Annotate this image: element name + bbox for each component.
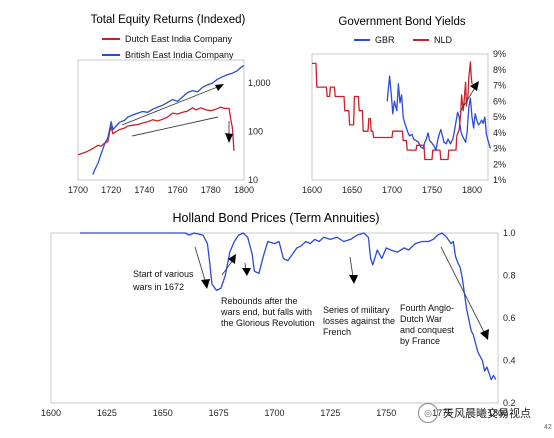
chart2-arrow — [459, 81, 479, 113]
annotation-anglo: Fourth Anglo- Dutch War and conquest by … — [400, 303, 457, 346]
arrow-military-line — [349, 256, 354, 278]
chart2-series-line-gbr — [386, 75, 492, 151]
chart1-xtick-label: 1800 — [234, 185, 254, 195]
chart1-xtick-label: 1740 — [134, 185, 154, 195]
chart2-ytick-label: 9% — [493, 49, 506, 59]
legend-label-british: British East India Company — [125, 50, 234, 60]
arrowhead-upper-icon — [215, 84, 224, 91]
trend-arrow-upper — [121, 85, 221, 126]
wechat-logo-icon: ◎ — [418, 403, 438, 423]
yield-arrow-line — [459, 85, 477, 113]
chart2-title: Government Bond Yields — [338, 16, 465, 28]
arrow-wars-head-icon — [201, 279, 210, 289]
chart3-xtick-label: 1800 — [488, 408, 508, 418]
chart1-legend: Dutch East India Company British East In… — [102, 34, 234, 60]
arrowhead-lower-icon — [225, 133, 233, 143]
chart1-ytick-label: 100 — [248, 127, 263, 137]
arrow-rebound-up-line — [221, 259, 234, 276]
chart2-xtick-label: 1700 — [382, 185, 402, 195]
chart1-xtick-label: 1720 — [101, 185, 121, 195]
chart3-xtick-label: 1700 — [264, 408, 284, 418]
watermark-text: 天风晨曦交易视点 — [443, 408, 531, 420]
legend-label-dutch: Dutch East India Company — [125, 34, 233, 44]
chart3-title: Holland Bond Prices (Term Annuities) — [172, 211, 379, 225]
chart3-arrows — [194, 246, 489, 340]
chart1-ytick-label: 10 — [248, 175, 258, 185]
chart3-xtick-label: 1775 — [432, 408, 452, 418]
chart3-xtick-label: 1650 — [153, 408, 173, 418]
chart2-ytick-label: 2% — [493, 159, 506, 169]
chart3-ytick-label: 0.4 — [503, 356, 516, 366]
chart3-xtick-label: 1725 — [320, 408, 340, 418]
chart3-ytick-label: 0.2 — [503, 398, 516, 408]
chart2-ytick-label: 6% — [493, 96, 506, 106]
chart3-plot: 1600 1625 1650 1675 1700 1725 1750 1775 1800 1.0 0… — [41, 228, 516, 418]
chart2-ytick-label: 1% — [493, 175, 506, 185]
chart1-series-line-dutch-east-india-company — [77, 106, 235, 156]
chart2-legend: GBR NLD — [354, 35, 453, 45]
chart2-ytick-label: 3% — [493, 144, 506, 154]
chart3-xtick-label: 1675 — [209, 408, 229, 418]
watermark: ◎ 天风晨曦交易视点 — [418, 400, 554, 426]
chart3-ytick-label: 1.0 — [503, 228, 516, 238]
chart1-xtick-label: 1780 — [201, 185, 221, 195]
arrow-wars-line — [194, 246, 206, 281]
arrow-military-head-icon — [349, 275, 358, 284]
legend-label-gbr: GBR — [375, 35, 395, 45]
chart3-xtick-label: 1600 — [41, 408, 61, 418]
chart2-xtick-label: 1750 — [422, 185, 442, 195]
chart2-xtick-label: 1600 — [302, 185, 322, 195]
chart1-trend-arrows — [121, 84, 233, 143]
chart3-xtick-label: 1625 — [97, 408, 117, 418]
chart2-xtick-label: 1800 — [462, 185, 482, 195]
chart3-frame — [50, 232, 499, 404]
annotation-military: Series of military losses against the Fr… — [323, 305, 398, 337]
chart1-ytick-label: 1,000 — [248, 78, 271, 88]
chart1-xtick-label: 1760 — [168, 185, 188, 195]
chart1-frame — [77, 59, 245, 181]
annotation-rebounds: Rebounds after the wars end, but falls w… — [220, 296, 315, 328]
chart3-ytick-label: 0.8 — [503, 271, 516, 281]
chart2-frame — [311, 53, 489, 181]
arrow-anglo-head-icon — [480, 329, 489, 340]
arrow-anglo-line — [440, 246, 485, 333]
arrow-rebound-up-head-icon — [228, 254, 236, 264]
trend-arrow-lower — [131, 116, 219, 137]
chart3-series-line-prices — [80, 232, 497, 381]
chart2-plot: 1600 1650 1700 1750 1800 9% 8% 7% 6% 5% 4% 3% 2% 1% — [302, 49, 506, 195]
annotation-wars: Start of various wars in 1672 — [132, 269, 196, 292]
chart1-plot: 1700 1720 1740 1760 1780 1800 1,000 100 10 — [68, 65, 271, 195]
chart1-title: Total Equity Returns (Indexed) — [91, 14, 246, 26]
chart3-xtick-label: 1750 — [376, 408, 396, 418]
chart1-xtick-label: 1700 — [68, 185, 88, 195]
page-number: 42 — [544, 424, 552, 431]
chart3-ytick-label: 0.6 — [503, 313, 516, 323]
chart2-ytick-label: 5% — [493, 112, 506, 122]
chart2-ytick-label: 8% — [493, 65, 506, 75]
chart2-xtick-label: 1650 — [342, 185, 362, 195]
arrow-rebound-down-head-icon — [242, 268, 251, 276]
yield-arrowhead-icon — [470, 81, 479, 91]
chart2-ytick-label: 4% — [493, 128, 506, 138]
chart2-ytick-label: 7% — [493, 81, 506, 91]
chart1-series-line-british-east-india-company — [92, 65, 245, 175]
legend-label-nld: NLD — [434, 35, 453, 45]
